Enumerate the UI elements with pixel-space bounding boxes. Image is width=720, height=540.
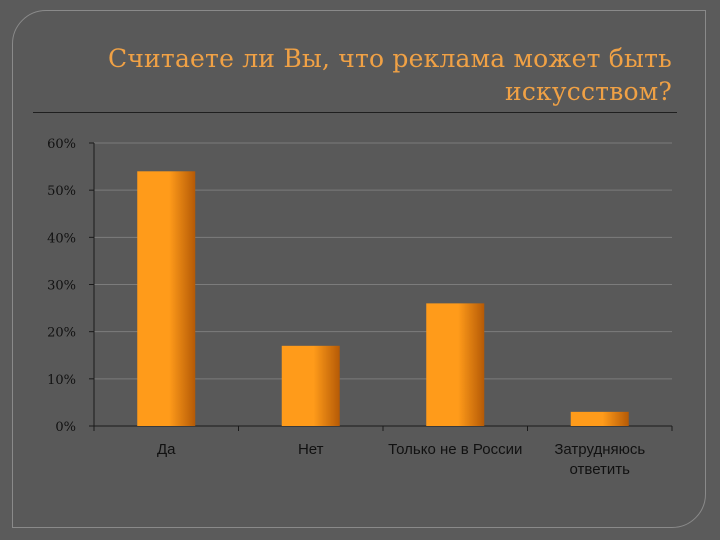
x-tick-label: Только не в России: [388, 441, 522, 458]
y-tick-label: 50%: [47, 184, 76, 199]
y-tick-label: 10%: [47, 373, 76, 388]
y-tick-label: 60%: [47, 137, 76, 152]
bar: [137, 171, 196, 426]
x-tick-label: Нет: [298, 441, 324, 458]
y-tick-label: 0%: [55, 420, 76, 435]
bar: [281, 345, 340, 426]
x-tick-label: Затрудняюсь ответить: [554, 441, 645, 478]
title-line-1: Считаете ли Вы, что реклама может быть: [108, 44, 672, 73]
title-line-2: искусством?: [504, 77, 672, 106]
title-underline: [33, 112, 677, 113]
chart-title: Считаете ли Вы, что реклама может быть и…: [52, 42, 672, 108]
y-tick-label: 40%: [47, 231, 76, 246]
slide-panel: [12, 10, 706, 528]
y-axis-ticks: 0% 10% 20% 30% 40% 50% 60%: [47, 137, 76, 435]
bar: [570, 411, 629, 426]
bar: [426, 303, 485, 426]
x-tick-label: Да: [157, 441, 176, 458]
x-axis-ticks: Да Нет Только не в России Затрудняюсь ответи…: [157, 441, 645, 478]
bars: [137, 171, 629, 426]
y-tick-label: 20%: [47, 326, 76, 341]
y-tick-label: 30%: [47, 279, 76, 294]
